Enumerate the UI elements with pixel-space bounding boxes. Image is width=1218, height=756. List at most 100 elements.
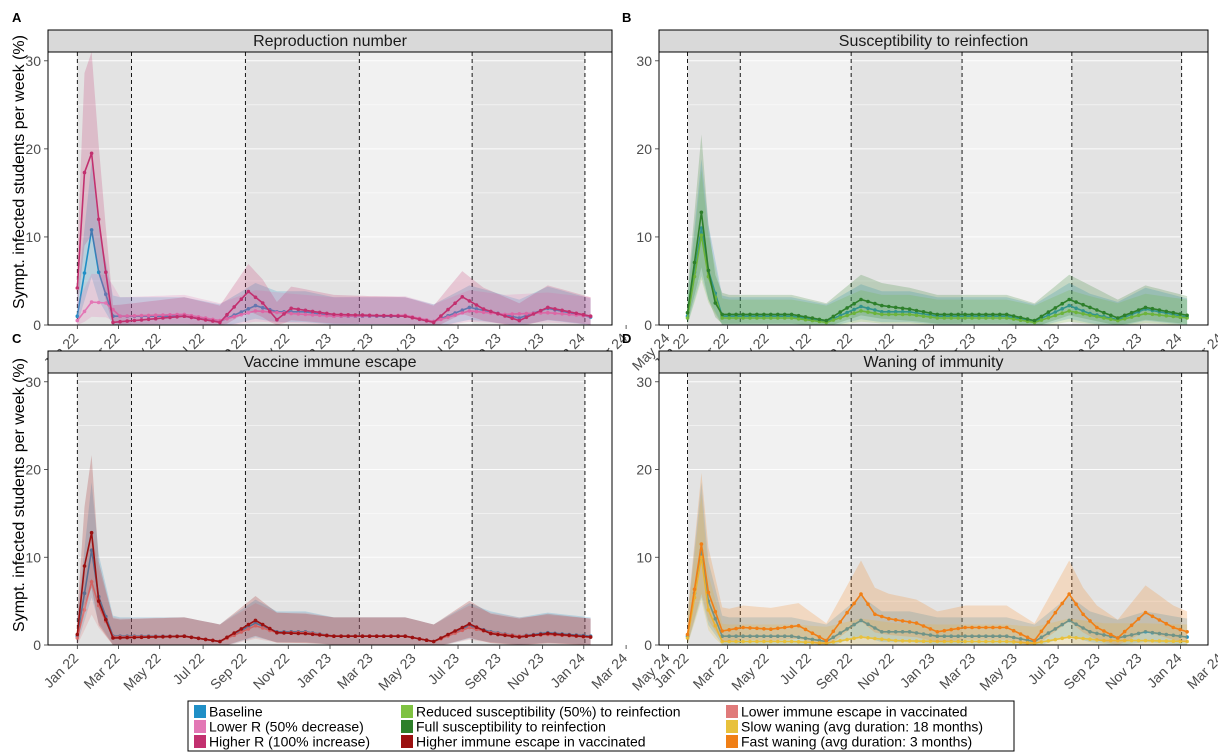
data-point [838, 639, 842, 643]
x-tick-label: Jul 23 [424, 650, 462, 688]
panel-letter: D [622, 331, 631, 346]
data-point [203, 318, 208, 322]
data-point [776, 634, 780, 638]
data-point [831, 635, 836, 640]
x-tick-label: Jan 24 [547, 650, 588, 691]
data-point [260, 309, 265, 314]
x-tick-label: Sep 23 [461, 650, 504, 693]
x-tick-label: Mar 22 [80, 650, 122, 692]
data-point [907, 307, 912, 311]
data-point [824, 641, 829, 645]
data-point [935, 316, 940, 320]
data-point [900, 630, 905, 634]
data-point [111, 636, 115, 640]
data-point [928, 639, 933, 644]
data-point [474, 303, 479, 307]
data-point [1081, 612, 1085, 617]
legend-label: Fast waning (avg duration: 3 months) [741, 734, 972, 750]
data-point [755, 316, 759, 320]
data-point [496, 311, 500, 316]
data-point [431, 320, 436, 325]
data-point [239, 313, 244, 317]
term-shade [687, 373, 741, 645]
data-point [382, 313, 386, 318]
data-point [332, 312, 336, 317]
data-point [1116, 638, 1120, 643]
data-point [873, 308, 877, 312]
data-point [748, 639, 752, 644]
data-point [517, 635, 522, 639]
data-point [949, 634, 953, 638]
data-point [1018, 640, 1023, 645]
data-point [581, 634, 586, 639]
y-tick-label: 20 [25, 141, 41, 157]
data-point [546, 310, 550, 315]
data-point [699, 226, 704, 230]
data-point [1074, 300, 1078, 304]
data-point [942, 634, 947, 638]
data-point [1143, 311, 1148, 316]
data-point [762, 312, 766, 317]
data-point [446, 315, 450, 320]
data-point [1018, 637, 1023, 641]
y-tick-label: 30 [25, 53, 41, 69]
x-tick-label: Sep 23 [1060, 650, 1103, 693]
data-point [510, 634, 514, 638]
data-point [146, 313, 151, 318]
data-point [289, 311, 294, 316]
data-point [574, 634, 579, 638]
data-point [1129, 638, 1134, 643]
x-tick-label: Jul 23 [1025, 650, 1063, 688]
strip-background [47, 29, 613, 53]
data-point [89, 151, 94, 156]
data-point [1046, 631, 1051, 635]
data-point [769, 316, 773, 320]
data-point [460, 308, 465, 313]
data-point [1081, 626, 1085, 630]
data-point [553, 632, 557, 636]
data-point [935, 312, 940, 317]
data-point [880, 303, 884, 308]
data-point [104, 301, 108, 305]
data-point [914, 639, 919, 643]
data-point [1081, 312, 1085, 316]
data-point [296, 631, 301, 636]
data-point [161, 313, 165, 317]
term-shade [472, 373, 585, 645]
data-point [132, 318, 137, 323]
data-point [1053, 310, 1058, 314]
data-point [546, 631, 550, 636]
data-point [824, 318, 829, 323]
term-shade [740, 373, 852, 645]
data-point [1067, 618, 1071, 623]
strip-background [658, 350, 1209, 374]
data-point [1053, 313, 1058, 318]
term-shade [245, 373, 360, 645]
data-point [524, 311, 529, 316]
data-point [1122, 629, 1127, 634]
data-point [977, 625, 981, 630]
data-point [1067, 309, 1071, 313]
data-point [1074, 622, 1078, 626]
data-point [734, 639, 738, 644]
legend-swatch [194, 705, 206, 718]
data-point [866, 602, 870, 606]
data-point [567, 633, 571, 638]
data-point [782, 312, 787, 317]
x-tick-label: Mar 23 [334, 650, 376, 692]
data-point [89, 548, 94, 552]
data-point [182, 634, 187, 638]
data-point [196, 316, 201, 321]
data-point [439, 314, 443, 318]
data-point [880, 630, 884, 634]
data-point [367, 634, 372, 638]
data-point [755, 312, 759, 317]
data-point [741, 316, 745, 320]
data-point [310, 632, 315, 637]
data-point [146, 317, 151, 322]
data-point [921, 314, 926, 319]
data-point [1109, 313, 1113, 318]
